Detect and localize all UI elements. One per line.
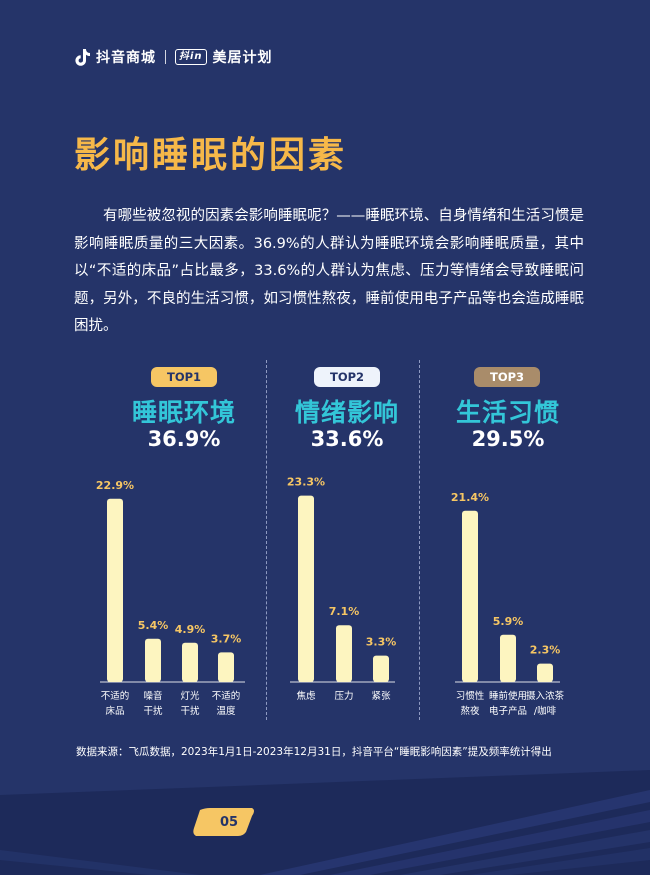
- bar-value-label: 5.4%: [138, 619, 169, 632]
- rank-tag-1: TOP1: [151, 367, 217, 387]
- brand-header: 抖音商城 抖in 美居计划: [74, 46, 273, 68]
- bar-value-label: 7.1%: [329, 605, 360, 618]
- bar-category-label: 紧张: [371, 691, 391, 702]
- brand-program: 美居计划: [212, 50, 273, 66]
- bar: [500, 634, 516, 682]
- bar: [462, 510, 478, 682]
- rank-tag-3: TOP3: [474, 367, 540, 387]
- bar: [182, 642, 198, 682]
- category-title-2: 情绪影响: [294, 398, 399, 427]
- brand-name: 抖音商城: [96, 50, 156, 66]
- category-title-3: 生活习惯: [455, 398, 560, 427]
- bar: [218, 652, 234, 682]
- bar-value-label: 5.9%: [493, 615, 524, 628]
- bar: [537, 663, 553, 682]
- brand-separator: [165, 50, 166, 64]
- bar-value-label: 4.9%: [175, 623, 206, 636]
- bar: [298, 495, 314, 682]
- bar-category-label: 不适的床品: [101, 690, 130, 717]
- bar-category-label: 摄入浓茶/咖啡: [526, 690, 565, 717]
- bar-value-label: 23.3%: [287, 476, 325, 489]
- column-divider: [266, 360, 267, 720]
- page-title: 影响睡眠的因素: [74, 135, 348, 176]
- bar-category-label: 睡前使用电子产品: [489, 690, 527, 717]
- category-share-3: 29.5%: [471, 427, 545, 451]
- category-share-1: 36.9%: [147, 427, 221, 451]
- bar: [107, 498, 123, 682]
- rank-tag-2: TOP2: [314, 367, 380, 387]
- footer-decoration: [0, 770, 650, 875]
- bar: [373, 655, 389, 682]
- bar-category-label: 焦虑: [296, 690, 316, 702]
- category-share-2: 33.6%: [310, 427, 384, 451]
- bar-value-label: 3.7%: [211, 632, 242, 645]
- brand-badge: 抖in: [175, 49, 207, 65]
- bar-value-label: 3.3%: [366, 636, 397, 649]
- page-number: 05: [219, 815, 239, 830]
- bar-category-label: 灯光干扰: [180, 690, 200, 717]
- data-source-note: 数据来源：飞瓜数据，2023年1月1日-2023年12月31日，抖音平台“睡眠影…: [76, 746, 552, 758]
- bar-value-label: 2.3%: [530, 644, 561, 657]
- douyin-logo-icon: [75, 49, 90, 66]
- bar-value-label: 21.4%: [451, 491, 489, 504]
- bar-category-label: 压力: [334, 690, 353, 702]
- bar-category-label: 习惯性熬夜: [456, 690, 485, 717]
- column-divider: [419, 360, 420, 720]
- bar: [145, 638, 161, 682]
- bar-category-label: 噪音干扰: [143, 690, 163, 717]
- intro-paragraph: 有哪些被忽视的因素会影响睡眠呢？——睡眠环境、自身情绪和生活习惯是影响睡眠质量的…: [74, 208, 584, 334]
- category-title-1: 睡眠环境: [131, 398, 236, 427]
- bar: [336, 625, 352, 682]
- bar-category-label: 不适的温度: [212, 690, 241, 717]
- bar-value-label: 22.9%: [96, 479, 134, 492]
